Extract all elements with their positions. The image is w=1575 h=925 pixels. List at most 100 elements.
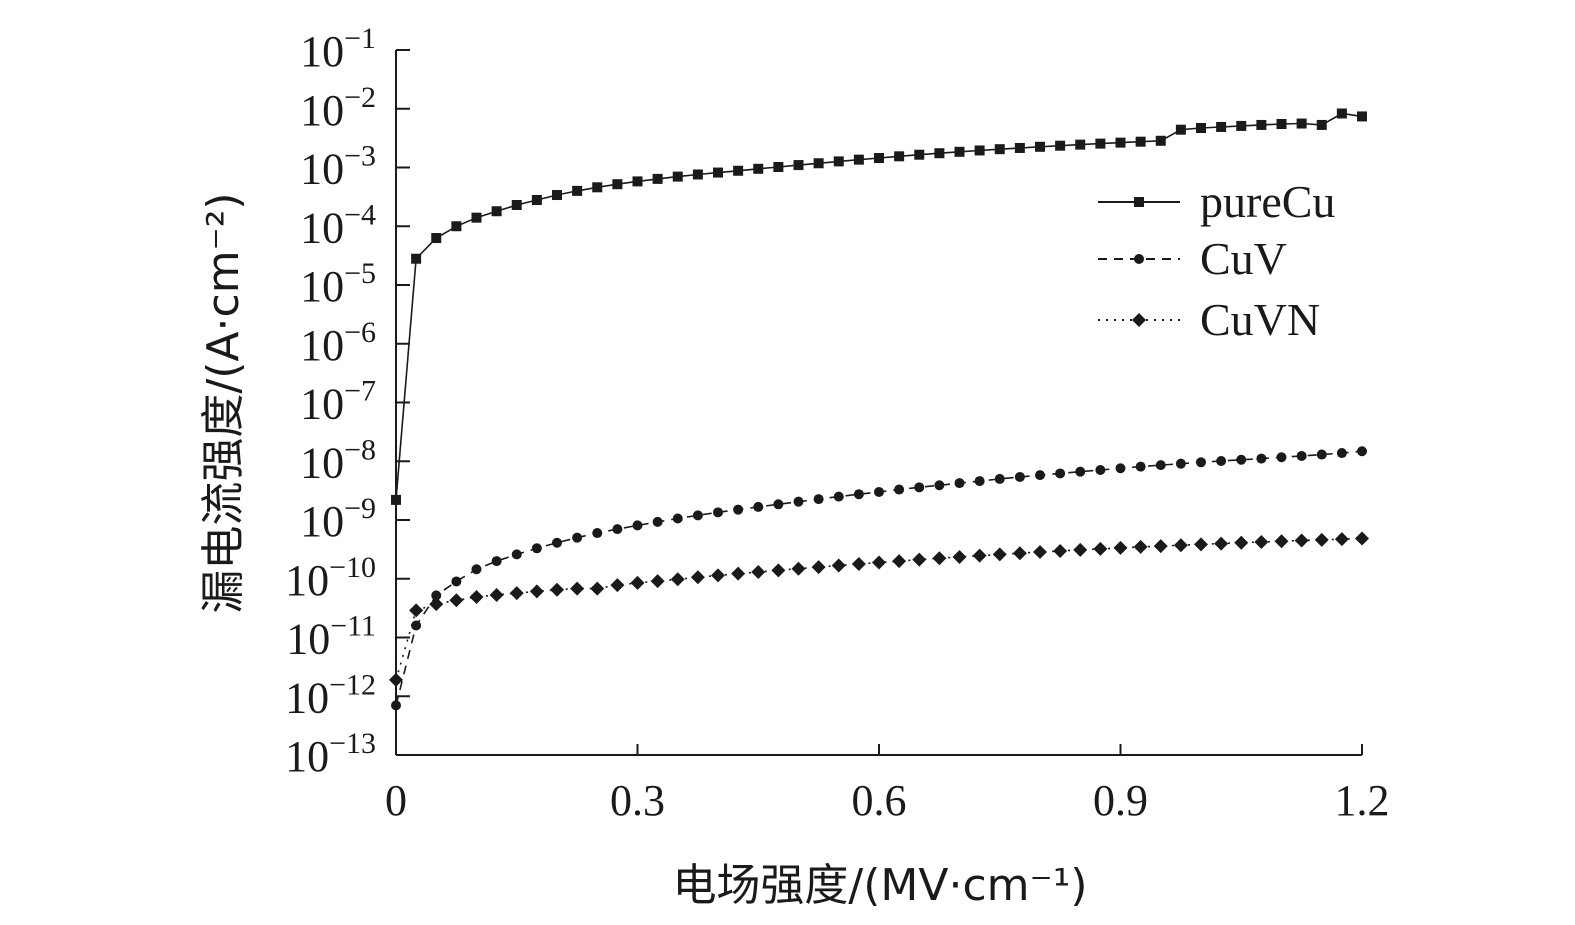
data-point-circle xyxy=(773,499,784,510)
x-axis-title: 电场强度/(MV·cm⁻¹) xyxy=(672,860,1087,911)
data-point-diamond xyxy=(590,581,605,596)
data-point-circle xyxy=(1014,471,1025,482)
data-point-diamond xyxy=(892,554,907,569)
data-point-circle xyxy=(713,507,723,518)
series-pureCu xyxy=(391,108,1367,505)
data-point-square xyxy=(894,151,905,162)
data-point-circle xyxy=(572,532,583,543)
data-point-diamond xyxy=(650,574,665,589)
y-tick-label: 10−10 xyxy=(285,551,376,605)
y-tick-label: 10−1 xyxy=(300,22,376,76)
data-point-square xyxy=(612,179,623,190)
data-point-circle xyxy=(1155,460,1166,471)
data-point-circle xyxy=(1256,453,1267,464)
data-point-square xyxy=(1336,108,1347,119)
data-point-diamond xyxy=(972,548,987,563)
y-tick-label: 10−3 xyxy=(300,140,376,194)
data-point-diamond xyxy=(1214,536,1229,551)
data-point-diamond xyxy=(429,597,444,612)
data-point-diamond xyxy=(670,572,685,587)
data-point-diamond xyxy=(731,566,746,581)
data-point-square xyxy=(974,145,985,156)
data-point-square xyxy=(1014,142,1025,153)
data-point-square xyxy=(572,185,583,196)
data-point-diamond xyxy=(409,603,424,618)
data-point-square xyxy=(1135,136,1146,147)
y-tick-label: 10−11 xyxy=(286,610,376,664)
data-point-circle xyxy=(491,556,502,567)
data-point-square xyxy=(853,154,864,165)
data-point-square xyxy=(1175,124,1186,135)
data-point-circle xyxy=(1075,466,1086,477)
data-point-circle xyxy=(813,494,824,505)
data-point-circle xyxy=(793,496,804,507)
x-tick-label: 0.9 xyxy=(1093,776,1148,825)
x-axis-ticks: 0 0.3 0.6 0.9 1.2 xyxy=(385,744,1390,825)
data-point-square xyxy=(1035,141,1045,152)
data-point-diamond xyxy=(1033,545,1047,560)
y-tick-label: 10−2 xyxy=(300,81,376,135)
data-point-square xyxy=(1216,121,1227,132)
data-point-square xyxy=(692,169,703,180)
data-point-square xyxy=(1256,119,1267,130)
data-point-diamond xyxy=(610,578,625,593)
y-tick-label: 10−9 xyxy=(300,492,376,546)
data-point-square xyxy=(733,165,744,176)
data-point-circle xyxy=(753,501,764,512)
data-point-circle xyxy=(471,564,482,575)
y-tick-label: 10−4 xyxy=(300,198,376,252)
data-point-square xyxy=(1316,119,1327,130)
data-point-square xyxy=(491,206,502,217)
data-point-diamond xyxy=(509,586,524,601)
data-point-circle xyxy=(672,513,683,524)
data-point-circle xyxy=(1336,448,1347,459)
data-point-diamond xyxy=(952,549,967,564)
data-point-diamond xyxy=(1355,531,1369,546)
data-point-square xyxy=(914,149,925,160)
data-point-square xyxy=(753,163,764,174)
data-point-square xyxy=(813,158,824,169)
data-point-circle xyxy=(1175,458,1186,469)
data-point-square xyxy=(451,221,462,232)
data-point-circle xyxy=(1035,470,1045,481)
data-point-circle xyxy=(592,528,603,539)
data-point-square xyxy=(833,156,844,167)
data-point-square xyxy=(1055,140,1066,151)
legend: pureCu CuV CuVN xyxy=(1098,176,1335,345)
data-point-diamond xyxy=(811,560,826,575)
data-point-circle xyxy=(1115,463,1126,474)
data-point-circle xyxy=(853,489,864,500)
data-point-circle xyxy=(1095,464,1106,475)
data-point-square xyxy=(1095,138,1106,149)
data-point-diamond xyxy=(489,587,504,602)
data-point-circle xyxy=(994,473,1005,484)
data-point-circle xyxy=(1316,449,1327,460)
data-point-square xyxy=(411,253,422,264)
data-point-diamond xyxy=(1113,540,1128,555)
data-point-diamond xyxy=(912,552,927,567)
data-point-circle xyxy=(531,543,542,554)
data-point-square xyxy=(531,194,542,205)
y-tick-label: 10−5 xyxy=(300,257,376,311)
series-CuV xyxy=(391,446,1367,711)
series-CuVN xyxy=(389,531,1369,687)
data-point-square xyxy=(552,190,562,201)
data-point-diamond xyxy=(1073,542,1088,557)
data-point-diamond xyxy=(1133,539,1148,554)
data-point-diamond xyxy=(1132,313,1146,327)
data-point-diamond xyxy=(1053,543,1068,558)
legend-label-CuV: CuV xyxy=(1200,233,1287,284)
data-point-diamond xyxy=(771,563,786,578)
data-point-diamond xyxy=(1234,535,1249,550)
data-point-diamond xyxy=(1274,534,1289,549)
data-point-circle xyxy=(833,491,844,502)
data-point-square xyxy=(1075,139,1086,150)
data-point-diamond xyxy=(630,575,645,590)
x-tick-label: 0.6 xyxy=(852,776,907,825)
data-point-circle xyxy=(692,510,703,521)
legend-label-CuVN: CuVN xyxy=(1200,294,1320,345)
data-point-square xyxy=(954,146,965,157)
data-point-circle xyxy=(1357,446,1367,457)
x-tick-label: 1.2 xyxy=(1335,776,1390,825)
